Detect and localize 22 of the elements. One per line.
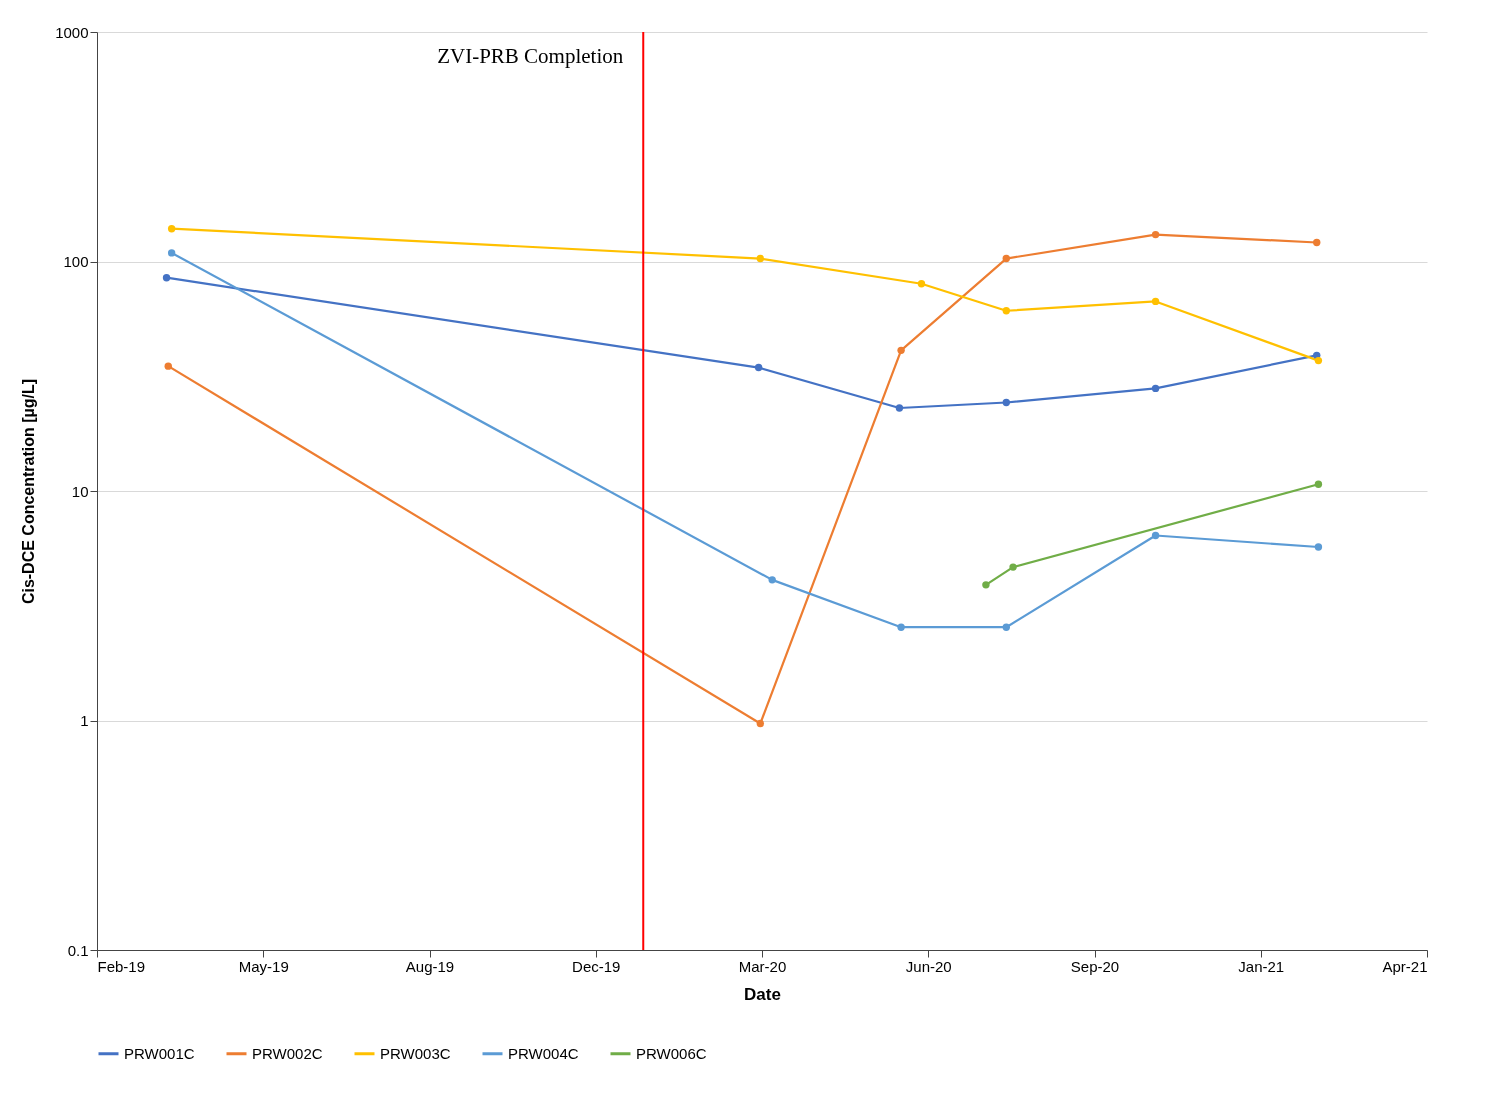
x-tick-label: Jan-21	[1238, 957, 1285, 975]
ref-line-label: ZVI-PRB Completion	[437, 44, 624, 68]
y-tick-label: 0.1	[67, 941, 89, 959]
x-tick-label: Mar-20	[738, 957, 787, 975]
legend-label: PRW001C	[124, 1044, 195, 1062]
y-tick-label: 10	[71, 482, 89, 500]
x-tick-label: Jun-20	[905, 957, 952, 975]
y-tick-label: 1	[80, 712, 89, 729]
legend-label: PRW002C	[252, 1044, 323, 1062]
x-tick-label: Sep-20	[1070, 957, 1120, 975]
legend-label: PRW003C	[380, 1044, 451, 1062]
x-tick-label: May-19	[238, 957, 289, 975]
x-tick-label: Dec-19	[572, 957, 621, 975]
x-axis-title: Date	[744, 984, 781, 1004]
x-tick-label: Aug-19	[405, 957, 455, 975]
x-tick-label: Feb-19	[97, 957, 146, 975]
legend-label: PRW006C	[636, 1044, 707, 1062]
y-axis-title: Cis-DCE Concentration [µg/L]	[20, 378, 38, 605]
y-tick-label: 1000	[55, 23, 89, 41]
legend-label: PRW004C	[508, 1044, 579, 1062]
y-tick-label: 100	[63, 253, 89, 270]
x-tick-label: Apr-21	[1382, 957, 1428, 975]
